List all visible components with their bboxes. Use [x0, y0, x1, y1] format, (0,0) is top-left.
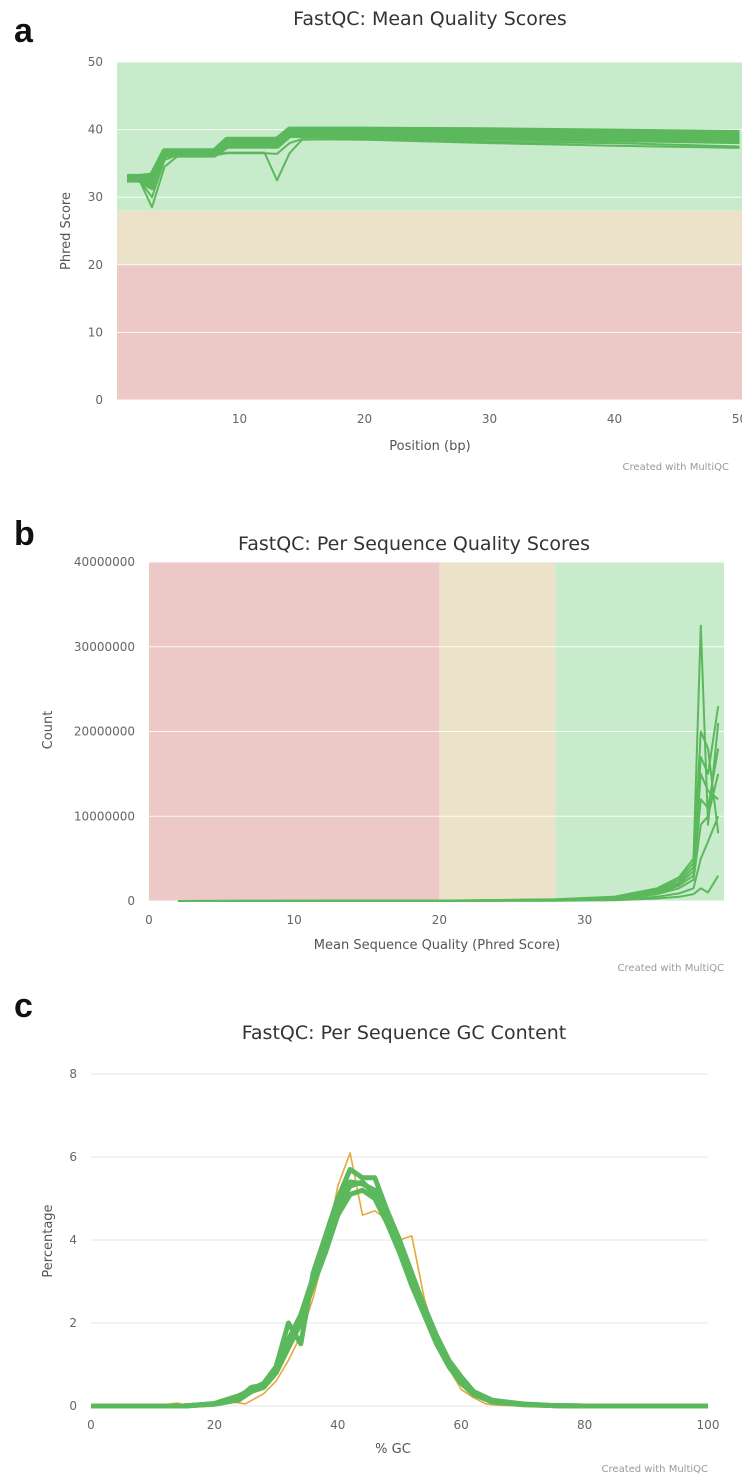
- y-tick-label: 10000000: [74, 809, 135, 823]
- y-tick-label: 8: [69, 1067, 77, 1081]
- x-tick-label: 50: [732, 412, 742, 426]
- chart-a-svg: FastQC: Mean Quality Scores Position (bp…: [59, 8, 742, 473]
- y-tick-label: 4: [69, 1233, 77, 1247]
- series-line: [91, 1187, 708, 1409]
- series-line: [91, 1152, 708, 1407]
- y-tick-label: 30: [88, 190, 103, 204]
- chart-title: FastQC: Per Sequence GC Content: [242, 1022, 567, 1044]
- x-tick-label: 40: [607, 412, 622, 426]
- x-axis-label: Position (bp): [389, 439, 470, 454]
- series-group: [127, 126, 740, 209]
- x-tick-label: 100: [697, 1418, 720, 1432]
- zone-warn: [117, 210, 742, 265]
- y-axis-label: Phred Score: [59, 192, 74, 270]
- x-tick-label: 10: [287, 913, 302, 927]
- series-line: [91, 1166, 708, 1409]
- x-tick-label: 20: [432, 913, 447, 927]
- y-tick-label: 40: [88, 123, 103, 137]
- chart-per-sequence-quality: FastQC: Per Sequence Quality Scores Mean…: [0, 500, 742, 980]
- x-tick-label: 10: [232, 412, 247, 426]
- x-tick-label: 0: [145, 913, 153, 927]
- y-tick-label: 0: [95, 393, 103, 407]
- y-tick-label: 20: [88, 258, 103, 272]
- credit-label: Created with MultiQC: [602, 1464, 708, 1475]
- y-tick-label: 30000000: [74, 640, 135, 654]
- x-axis-label: Mean Sequence Quality (Phred Score): [314, 938, 560, 953]
- chart-b-svg: FastQC: Per Sequence Quality Scores Mean…: [41, 533, 724, 974]
- y-axis-label: Percentage: [41, 1204, 56, 1277]
- series-line: [91, 1179, 708, 1409]
- credit-label: Created with MultiQC: [618, 963, 724, 974]
- y-tick-label: 0: [69, 1399, 77, 1413]
- credit-label: Created with MultiQC: [623, 462, 729, 473]
- series-line: [177, 875, 720, 902]
- x-tick-label: 20: [207, 1418, 222, 1432]
- x-tick-label: 30: [482, 412, 497, 426]
- y-tick-label: 0: [127, 894, 135, 908]
- series-line: [91, 1179, 708, 1409]
- y-tick-label: 10: [88, 325, 103, 339]
- panel-letter-b: b: [14, 515, 35, 553]
- x-tick-label: 80: [577, 1418, 592, 1432]
- x-tick-label: 60: [454, 1418, 469, 1432]
- series-group: [177, 624, 720, 902]
- x-tick-label: 30: [577, 913, 592, 927]
- x-tick-label: 20: [357, 412, 372, 426]
- y-tick-label: 6: [69, 1150, 77, 1164]
- series-line: [127, 132, 740, 191]
- chart-mean-quality-scores: FastQC: Mean Quality Scores Position (bp…: [0, 0, 742, 480]
- x-tick-label: 40: [330, 1418, 345, 1432]
- y-tick-label: 20000000: [74, 725, 135, 739]
- series-line: [127, 138, 740, 199]
- series-group: [91, 1152, 708, 1409]
- chart-title: FastQC: Mean Quality Scores: [293, 8, 567, 30]
- x-tick-label: 0: [87, 1418, 95, 1432]
- y-tick-label: 50: [88, 55, 103, 69]
- x-axis-label: % GC: [375, 1442, 411, 1457]
- chart-c-svg: FastQC: Per Sequence GC Content % GC Per…: [41, 1022, 720, 1475]
- y-tick-label: 2: [69, 1316, 77, 1330]
- chart-title: FastQC: Per Sequence Quality Scores: [238, 533, 590, 555]
- panel-letter-a: a: [14, 12, 33, 50]
- chart-per-sequence-gc: FastQC: Per Sequence GC Content % GC Per…: [0, 980, 742, 1477]
- panel-letter-c: c: [14, 987, 33, 1025]
- y-axis-label: Count: [41, 711, 56, 750]
- y-tick-label: 40000000: [74, 555, 135, 569]
